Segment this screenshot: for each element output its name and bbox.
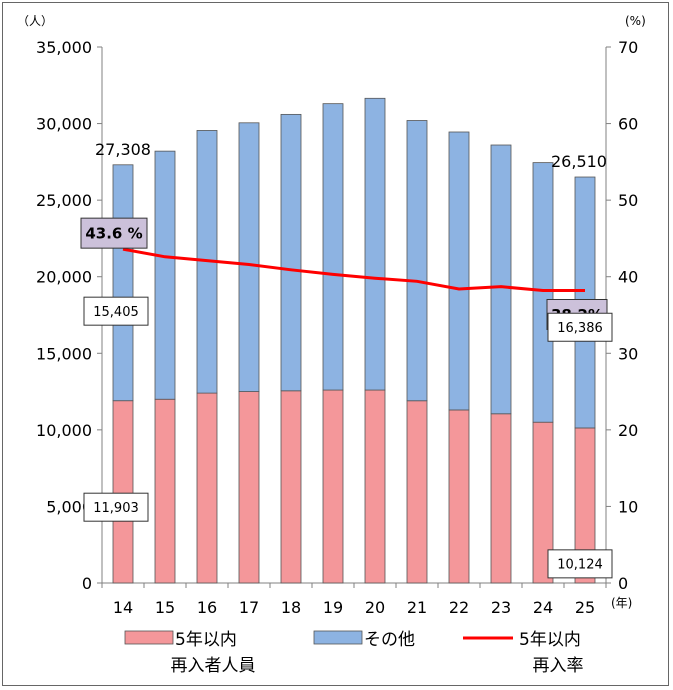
lower-label-last: 10,124 <box>547 549 613 579</box>
bar-upper <box>406 120 428 402</box>
lower-label-last-text: 10,124 <box>557 558 603 573</box>
y-left-tick-label: 20,000 <box>36 268 92 287</box>
y-right-tick-label: 20 <box>618 421 638 440</box>
y-left-tick-label: 5,000 <box>46 497 92 516</box>
bars <box>112 97 596 584</box>
y-right-tick-label: 40 <box>618 268 638 287</box>
chart-svg: 0 5,000 10,000 15,000 20,000 25,000 30,000 35,0… <box>17 14 646 676</box>
y-right-tick-label: 10 <box>618 497 638 516</box>
x-unit: (年) <box>611 596 632 610</box>
bar-lower <box>196 392 218 584</box>
bar-lower <box>364 389 386 584</box>
bar-upper <box>154 150 176 400</box>
x-tick-label: 21 <box>407 598 427 617</box>
total-label-first: 27,308 <box>95 140 151 159</box>
legend-label: 5年以内 <box>519 630 581 650</box>
legend-swatch <box>124 630 174 645</box>
bar-upper <box>490 144 512 415</box>
x-tick-label: 15 <box>155 598 175 617</box>
bar-upper <box>532 162 554 423</box>
x-tick-label: 20 <box>365 598 385 617</box>
bar-upper <box>238 122 260 392</box>
lower-label-last-box <box>547 549 613 579</box>
x-tick-label: 22 <box>449 598 469 617</box>
bar-lower <box>280 390 302 584</box>
y-right-tick-label: 50 <box>618 191 638 210</box>
lower-label-first-box <box>83 492 149 522</box>
legend-label: 5年以内 <box>175 630 237 650</box>
bar-upper <box>280 113 302 392</box>
legend-item: その他 <box>313 630 415 650</box>
upper-label-first: 15,405 <box>83 296 149 326</box>
legend-label: その他 <box>364 630 415 650</box>
x-tick-label: 14 <box>113 598 133 617</box>
total-label-last: 26,510 <box>551 152 607 171</box>
bar-lower <box>322 389 344 584</box>
bar-upper <box>364 97 386 391</box>
y-left-tick-label: 30,000 <box>36 115 92 134</box>
bar-upper <box>322 103 344 391</box>
bar-upper <box>448 131 470 411</box>
y-left-tick-label: 0 <box>82 574 92 593</box>
upper-label-last: 16,386 <box>547 312 613 342</box>
upper-label-last-text: 16,386 <box>557 321 603 336</box>
rate-label-first: 43.6 % <box>80 217 148 249</box>
axes: 0 5,000 10,000 15,000 20,000 25,000 30,000 35,0… <box>17 14 646 617</box>
legend-item: 5年以内 <box>124 630 237 650</box>
rate-label-first-box <box>80 217 148 249</box>
lower-label-first-text: 11,903 <box>93 501 139 516</box>
y-right-unit: (%) <box>625 14 646 28</box>
legend-item: 5年以内 <box>463 630 581 650</box>
legend-group-label: 再入者人員 <box>171 656 256 676</box>
y-right-tick-label: 70 <box>618 38 638 57</box>
y-left-tick-label: 10,000 <box>36 421 92 440</box>
x-tick-label: 19 <box>323 598 343 617</box>
bar-lower <box>406 400 428 584</box>
y-right-tick-label: 60 <box>618 115 638 134</box>
bar-upper <box>112 164 134 402</box>
y-right-tick-label: 0 <box>618 574 628 593</box>
bar-lower <box>154 398 176 584</box>
rate-label-first-text: 43.6 % <box>85 225 142 243</box>
bar-lower <box>112 400 134 584</box>
x-tick-label: 18 <box>281 598 301 617</box>
legend-swatch <box>313 630 363 645</box>
y-right-tick-label: 30 <box>618 344 638 363</box>
upper-label-first-text: 15,405 <box>93 305 139 320</box>
upper-label-last-box <box>547 312 613 342</box>
x-tick-label: 25 <box>575 598 595 617</box>
y-left-tick-label: 15,000 <box>36 344 92 363</box>
legend-group-label: 再入率 <box>533 656 584 676</box>
x-tick-label: 17 <box>239 598 259 617</box>
x-tick-label: 24 <box>533 598 553 617</box>
x-tick-label: 16 <box>197 598 217 617</box>
bar-lower <box>448 409 470 584</box>
lower-label-first: 11,903 <box>83 492 149 522</box>
y-left-tick-label: 25,000 <box>36 191 92 210</box>
bar-lower <box>490 413 512 584</box>
upper-label-first-box <box>83 296 149 326</box>
rate-line-path <box>122 247 585 292</box>
rate-line <box>122 247 585 292</box>
x-tick-label: 23 <box>491 598 511 617</box>
bar-lower <box>238 391 260 584</box>
y-left-tick-label: 35,000 <box>36 38 92 57</box>
y-left-unit: （人） <box>17 14 53 28</box>
